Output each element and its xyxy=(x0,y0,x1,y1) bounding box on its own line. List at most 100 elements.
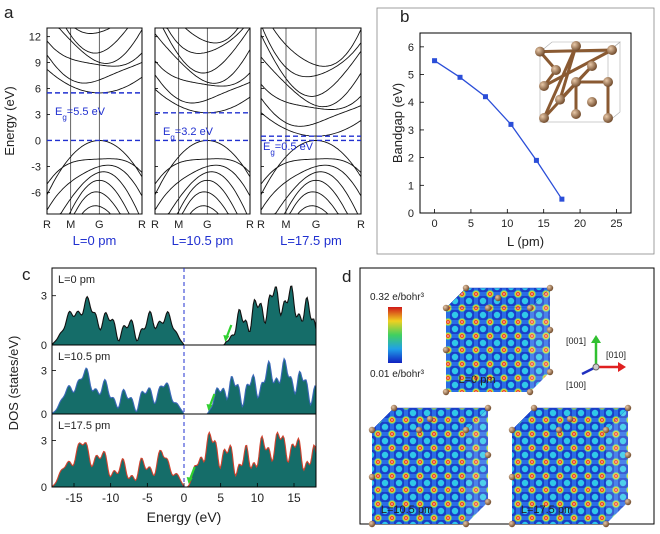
cube-front-face xyxy=(512,430,606,524)
y-axis-label: Energy (eV) xyxy=(2,86,17,155)
x-axis-label: L (pm) xyxy=(507,234,544,249)
band-line xyxy=(46,164,143,211)
band-line xyxy=(260,164,362,211)
x-tick-label: 10 xyxy=(501,218,513,230)
y-tick-label: 9 xyxy=(35,58,41,70)
density-cube: L=10.5 pm xyxy=(368,404,492,528)
band-line xyxy=(261,171,361,215)
colorbar xyxy=(388,307,402,363)
panel-b-border xyxy=(376,7,655,255)
kpoint-label: G xyxy=(95,219,104,231)
atom xyxy=(587,61,597,71)
crystal-structure-inset xyxy=(535,41,621,123)
atom xyxy=(602,426,610,434)
band-line xyxy=(261,179,361,215)
y-tick-label: 3 xyxy=(41,291,47,303)
cube-front-face xyxy=(372,430,466,524)
density-cube: L=0 pm xyxy=(442,284,554,396)
x-tick-label: 20 xyxy=(574,218,586,230)
data-point xyxy=(508,121,514,127)
colorbar-min-label: 0.01 e/bohr³ xyxy=(370,369,425,380)
y-tick-label: 0 xyxy=(408,208,414,220)
atom xyxy=(530,404,538,412)
dos-area xyxy=(52,358,316,414)
band-line xyxy=(260,83,362,110)
atom xyxy=(555,426,563,434)
data-point xyxy=(432,58,438,64)
dos-subplot-1: 0 3 L=0 pm xyxy=(41,267,317,352)
atom xyxy=(551,65,561,75)
cube-label: L=10.5 pm xyxy=(381,504,433,516)
y-tick-label: 0 xyxy=(41,482,47,494)
y-tick-label: 0 xyxy=(41,340,47,352)
data-point xyxy=(559,196,565,202)
green-arrow-head xyxy=(206,404,213,411)
panel-d-charge-density: d 0.32 e/bohr³ 0.01 e/bohr³ [001] [010] [100]… xyxy=(342,267,655,528)
panel-c-dos-plot: c DOS (states/eV) 0 3 L=0 pm 0 3 L=10.5 pm 0 3 L=1… xyxy=(6,265,317,525)
band-line xyxy=(154,158,251,185)
band-line xyxy=(260,34,362,97)
subplot-frame xyxy=(46,27,143,215)
x-tick-label: 25 xyxy=(610,218,622,230)
atom xyxy=(539,113,549,123)
y-tick-label: 6 xyxy=(35,84,41,96)
gap-label: Eg=5.5 eV xyxy=(55,106,106,122)
cube-side-face xyxy=(530,288,550,392)
band-line xyxy=(260,97,362,127)
atom xyxy=(571,77,581,87)
atom xyxy=(368,426,376,434)
axis-label-100: [100] xyxy=(566,380,586,390)
x-tick-label: 10 xyxy=(251,491,265,505)
band-line xyxy=(260,158,362,185)
data-point xyxy=(533,157,539,163)
band-subplot-2: Eg=3.2 eV M G R R L=10.5 pm xyxy=(151,27,254,248)
atom xyxy=(508,426,516,434)
band-line xyxy=(260,27,362,78)
atom xyxy=(368,520,376,528)
x-tick-label: 5 xyxy=(217,491,224,505)
band-line xyxy=(47,171,142,215)
panel-label-c: c xyxy=(22,265,31,284)
band-line xyxy=(260,56,362,108)
atom xyxy=(484,498,492,506)
dos-area xyxy=(52,286,316,345)
dos-subplot-2: 0 3 L=10.5 pm xyxy=(41,344,317,421)
cube-side-face xyxy=(466,408,488,524)
plot-frame xyxy=(419,32,632,214)
atom xyxy=(546,368,554,376)
band-line xyxy=(155,179,250,215)
atom xyxy=(526,388,534,396)
x-tick-label: 15 xyxy=(538,218,550,230)
cube-label: L=17.5 pm xyxy=(521,504,573,516)
band-subplot-3: Eg=0.5 eV M G R R L=17.5 pm xyxy=(257,27,365,248)
gap-label: Eg=3.2 eV xyxy=(163,126,214,142)
subplot-label: L=17.5 pm xyxy=(58,420,110,432)
y-tick-label: 5 xyxy=(408,70,414,82)
dos-subplot-3: 0 3 L=17.5 pm xyxy=(41,413,317,494)
subplot-label: L=17.5 pm xyxy=(280,233,342,248)
subplot-frame xyxy=(154,27,251,215)
band-line xyxy=(154,74,251,104)
band-line xyxy=(47,27,143,64)
atom xyxy=(603,113,613,123)
atom xyxy=(546,284,554,292)
band-line xyxy=(47,179,142,215)
density-cube: L=17.5 pm xyxy=(508,404,632,528)
band-line xyxy=(46,40,143,67)
band-line xyxy=(155,27,251,74)
y-tick-label: -3 xyxy=(31,161,41,173)
y-tick-label: 2 xyxy=(408,153,414,165)
cube-side-face xyxy=(606,408,628,524)
kpoint-label: R xyxy=(138,219,146,231)
atom xyxy=(494,294,502,302)
x-tick-label: 0 xyxy=(181,491,188,505)
band-line xyxy=(47,27,142,54)
y-tick-label: 3 xyxy=(35,110,41,122)
atom xyxy=(484,451,492,459)
green-arrow-head xyxy=(223,335,230,342)
atom xyxy=(484,304,492,312)
y-tick-label: 3 xyxy=(408,125,414,137)
y-tick-label: 0 xyxy=(41,409,47,421)
data-point xyxy=(482,94,488,100)
